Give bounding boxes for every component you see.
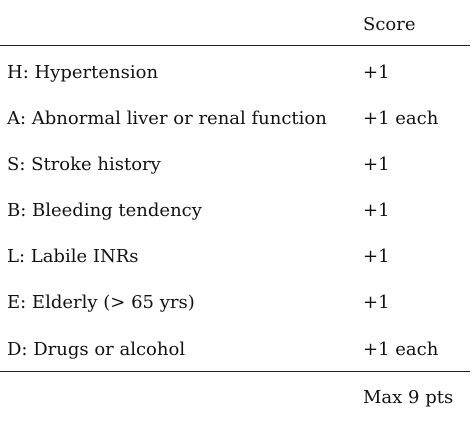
table-row: B: Bleeding tendency +1 [0, 199, 472, 223]
row-score: +1 [363, 154, 390, 175]
footer-score-cell: Max 9 pts [363, 387, 454, 408]
row-label: S: Stroke history [7, 154, 161, 175]
table-row: D: Drugs or alcohol +1 each [0, 338, 472, 362]
row-score: +1 each [363, 339, 439, 360]
row-label: B: Bleeding tendency [7, 200, 202, 221]
header-score-cell: Score [363, 14, 416, 35]
header-divider [0, 45, 470, 46]
row-score: +1 each [363, 108, 439, 129]
row-score: +1 [363, 246, 390, 267]
row-label: A: Abnormal liver or renal function [7, 108, 327, 129]
row-label: D: Drugs or alcohol [7, 339, 186, 360]
row-score: +1 [363, 62, 390, 83]
row-label: H: Hypertension [7, 62, 159, 83]
table-row: H: Hypertension +1 [0, 61, 472, 85]
row-label: L: Labile INRs [7, 246, 139, 267]
table-row: L: Labile INRs +1 [0, 245, 472, 269]
row-score: +1 [363, 200, 390, 221]
footer-divider [0, 371, 470, 372]
table-footer-row: Max 9 pts [0, 386, 472, 410]
table-row: S: Stroke history +1 [0, 153, 472, 177]
table-row: E: Elderly (> 65 yrs) +1 [0, 291, 472, 315]
table-row: A: Abnormal liver or renal function +1 e… [0, 107, 472, 131]
row-score: +1 [363, 292, 390, 313]
row-label: E: Elderly (> 65 yrs) [7, 292, 195, 313]
table-header-row: Score [0, 13, 472, 37]
